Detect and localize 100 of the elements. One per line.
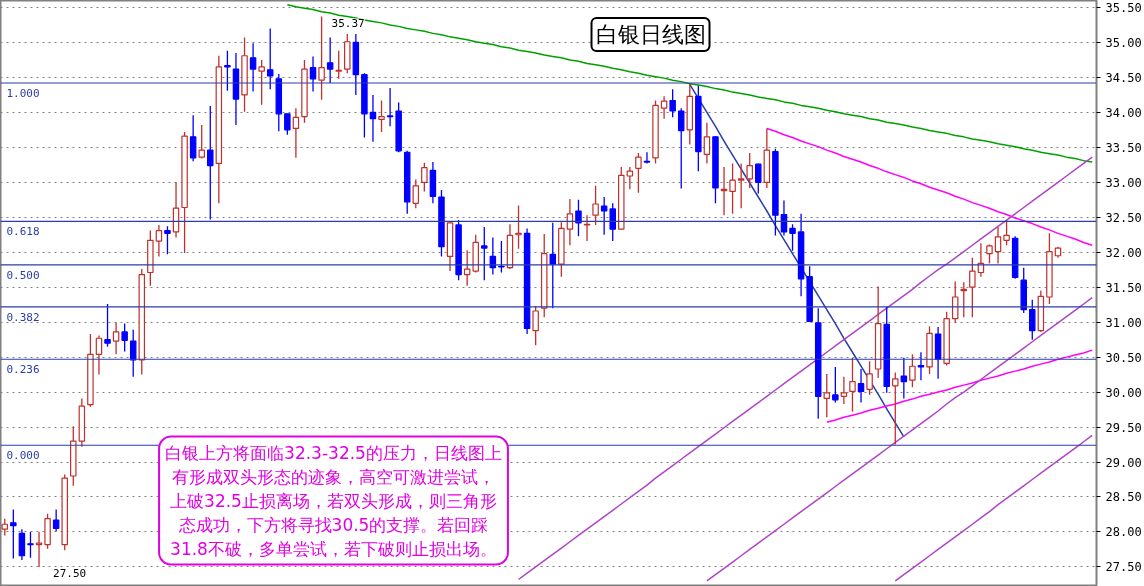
candlestick [421,162,428,193]
candlestick [917,351,925,381]
candlestick [669,88,676,118]
line-series [894,434,1093,582]
candlestick [832,366,839,404]
y-tick-label: 29.50 [1105,420,1142,435]
candlestick [18,528,26,561]
candlestick [789,223,796,252]
candlestick [164,225,171,255]
y-tick-label: 33.50 [1105,140,1142,155]
candlestick [249,42,257,93]
candlestick [52,508,60,532]
candlestick [823,373,831,418]
annotation: 27.50 [53,566,87,580]
line-series [517,156,1093,581]
candlestick [284,113,291,136]
candlestick [677,107,685,190]
candlestick [104,303,111,348]
candlestick [481,226,488,281]
candlestick [849,357,856,413]
candlestick [994,226,1002,265]
candlestick [909,353,916,388]
candlestick [309,55,317,93]
candlestick [95,334,103,376]
candlestick [498,240,505,274]
y-tick-label: 33.00 [1105,175,1142,190]
candlestick [900,357,908,400]
candlestick [575,199,582,237]
y-tick-label: 28.00 [1105,525,1142,540]
y-tick-label: 34.50 [1105,70,1142,85]
candlestick [10,508,17,560]
annotation: 白银上方将面临32.3-32.5的压力，日线图上有形成双头形态的迹象，高空可激进尝试，上破32.5止损离场，若双头形成，则三角形态成功，下方将寻找30.5的支撑。若回踩31.8不破，多单尝试，若下破则止损出场。 [165,442,502,559]
candlestick [129,329,137,378]
candlestick [112,322,120,355]
candlestick [207,105,214,221]
candlestick [266,27,274,90]
y-tick-label: 30.00 [1105,385,1142,400]
candlestick [969,257,976,318]
candlestick [592,185,599,226]
candlestick [335,50,342,80]
candlestick [746,152,753,189]
y-tick-label: 35.00 [1105,35,1142,50]
y-tick-label: 32.00 [1105,245,1142,260]
candlestick [840,376,848,405]
candlestick [780,199,788,237]
candlestick [224,50,231,92]
candlestick [729,162,736,215]
y-tick-label: 29.00 [1105,455,1142,470]
annotation: 1.000 [6,87,40,101]
annotation: 0.236 [6,363,40,377]
candlestick [626,166,634,190]
candlestick [600,196,608,236]
line-series [286,3,1093,163]
candlestick [1003,219,1010,246]
candlestick [386,87,394,128]
y-tick-label: 34.00 [1105,105,1142,120]
y-tick-label: 27.50 [1105,560,1142,575]
line-series [766,127,1093,246]
annotation: 35.37 [331,16,365,30]
annotation: 0.618 [6,225,40,239]
candlestick [609,202,616,242]
candlestick [737,162,745,209]
line-series [706,296,1093,582]
y-tick-label: 31.50 [1105,280,1142,295]
candlestick [155,224,163,258]
candlestick [951,280,959,324]
candlestick [643,151,651,165]
candlestick [412,178,420,209]
candlestick [532,305,539,346]
candlestick [583,214,591,242]
candlestick [515,204,522,250]
candlestick [703,122,711,165]
y-tick-label: 32.50 [1105,210,1142,225]
candlestick [866,360,873,396]
candlestick [549,222,557,309]
y-tick-label: 30.50 [1105,350,1142,365]
y-tick-label: 28.50 [1105,490,1142,505]
text: 白银日线图 [595,22,706,47]
candlestick [463,249,471,287]
candlestick [660,95,668,120]
annotation: 0.000 [6,449,40,463]
line-series [826,349,1093,423]
annotation: 0.382 [6,310,40,324]
y-tick-label: 35.50 [1105,0,1142,15]
candlestick [292,107,300,159]
candlestick [27,531,34,559]
annotation: 0.500 [6,268,40,282]
candlestick [378,99,385,133]
candlestick [566,198,574,246]
candlestick [35,531,43,568]
y-tick-label: 31.00 [1105,315,1142,330]
candlestick [189,114,197,162]
candlestick [326,36,334,84]
candlestick [258,59,265,106]
candlestick [755,162,762,195]
candlestick [1029,299,1036,341]
candlestick [857,368,865,404]
candlestick [960,281,968,318]
candlestick [635,152,642,194]
candlestick [121,322,128,353]
